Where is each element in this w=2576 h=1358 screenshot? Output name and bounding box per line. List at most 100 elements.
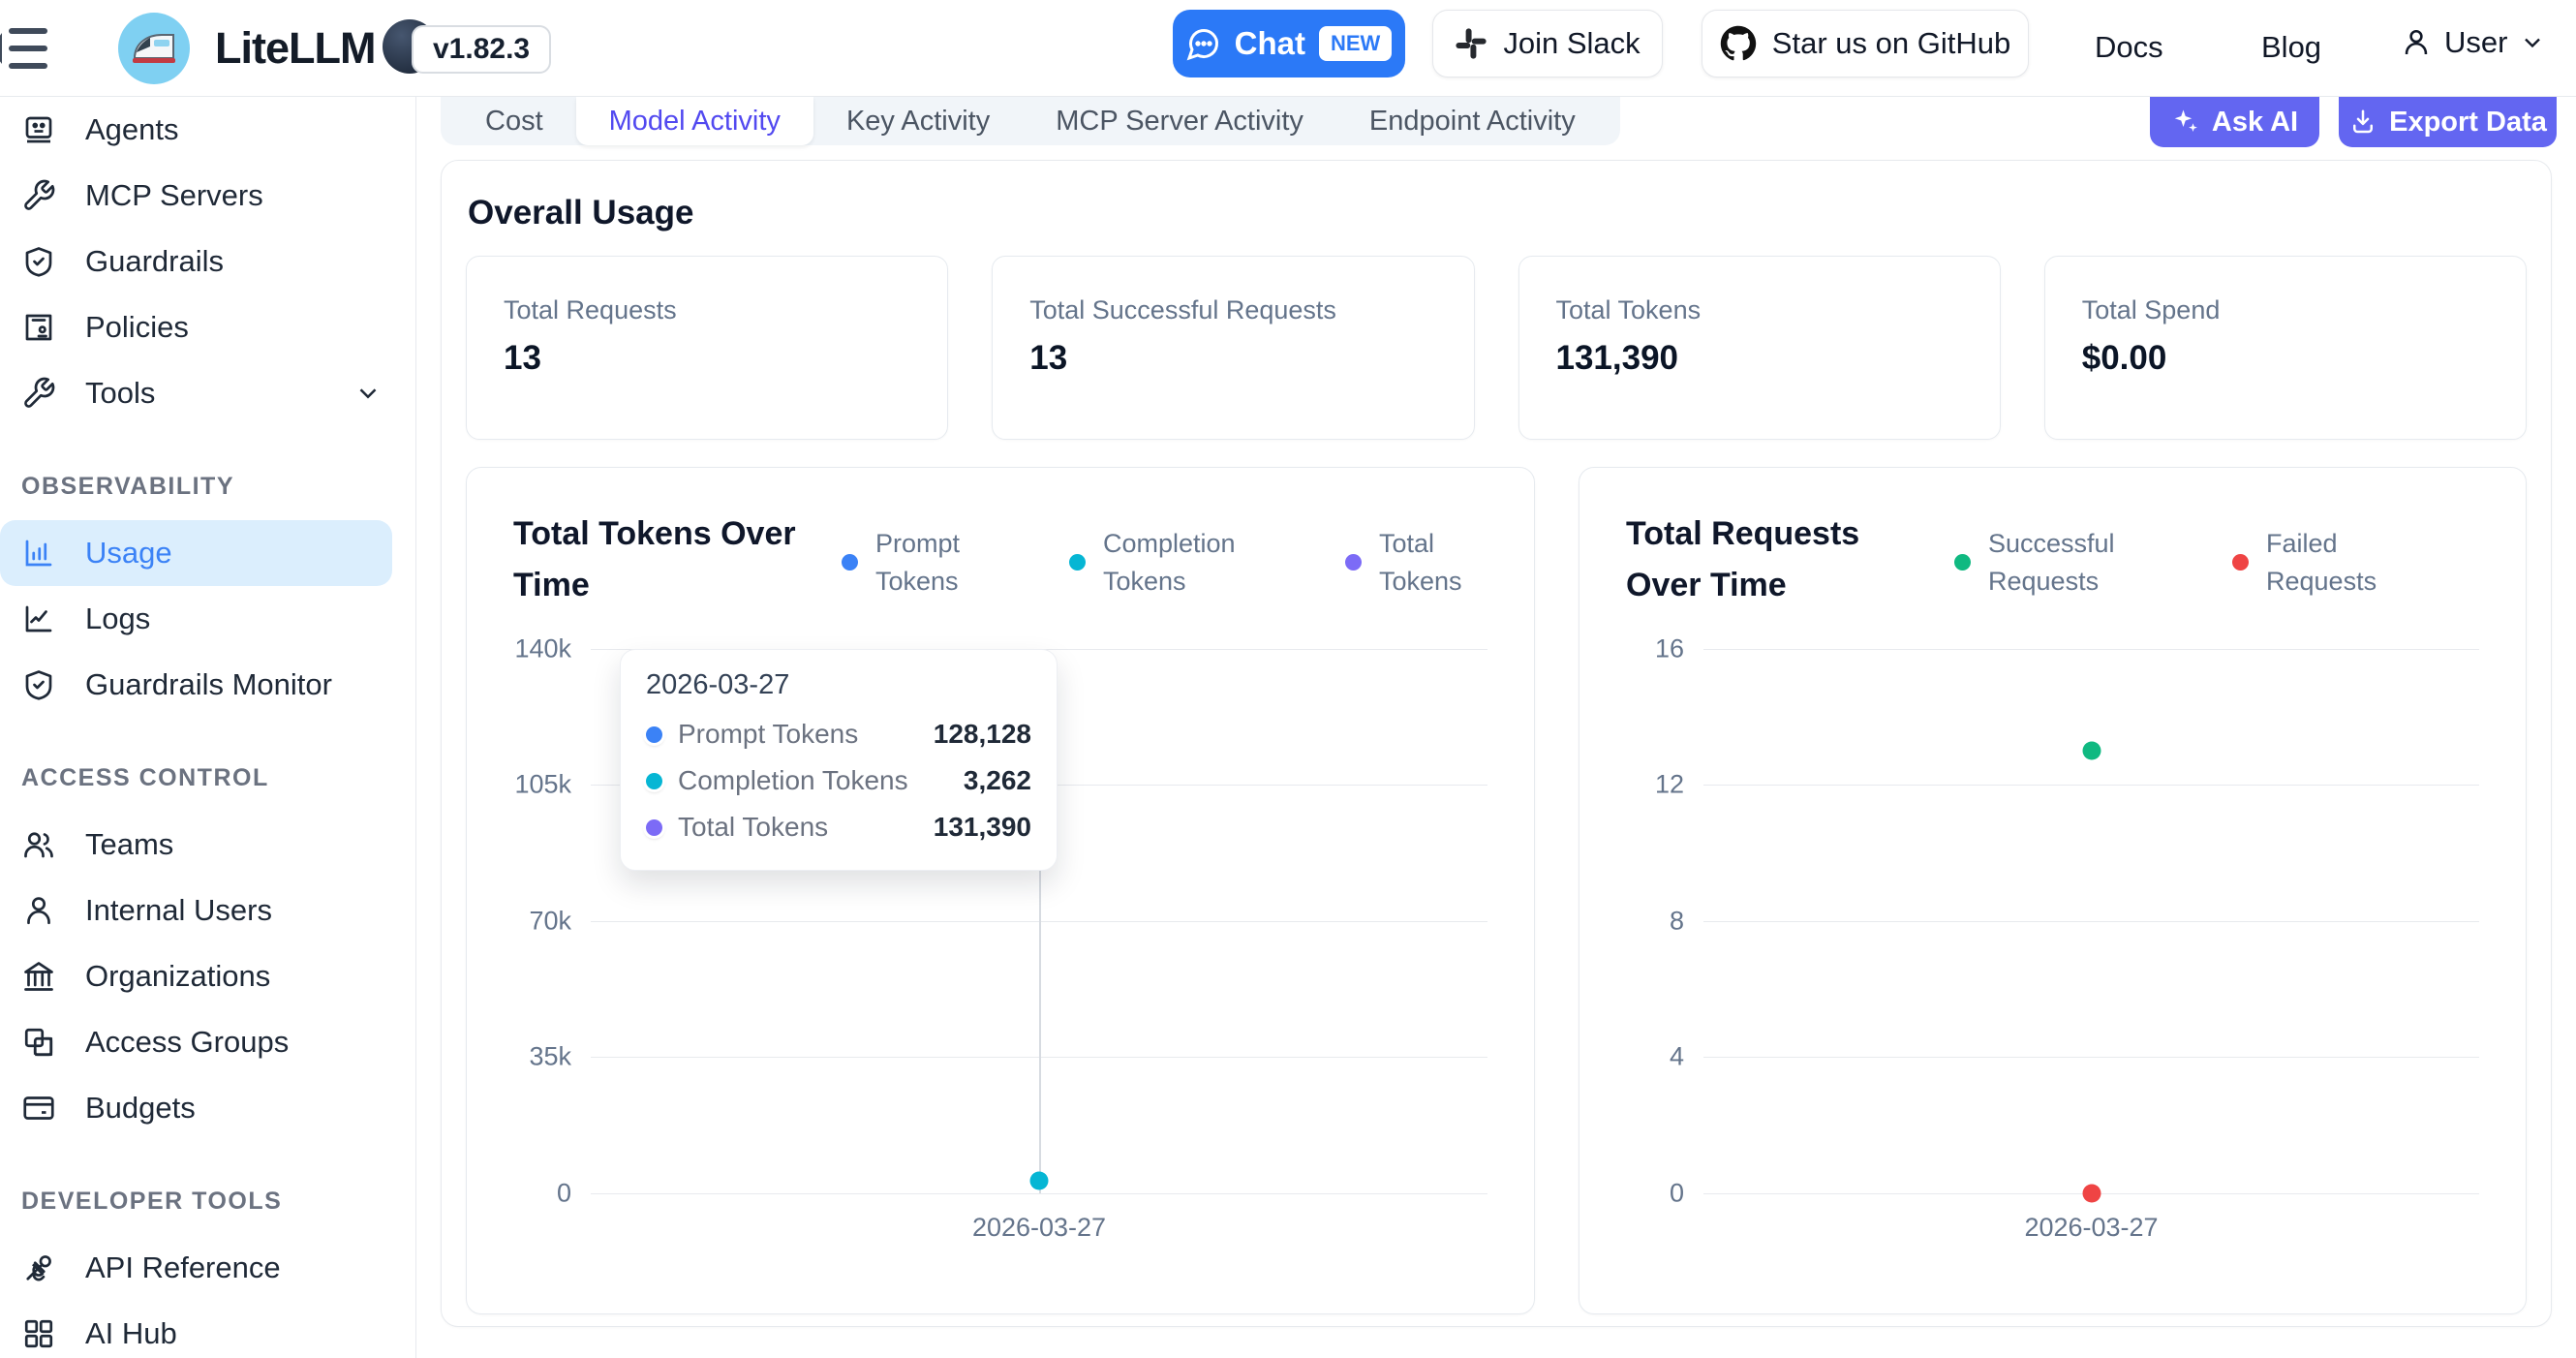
tooltip-row: Total Tokens 131,390	[646, 804, 1031, 850]
new-badge: NEW	[1319, 26, 1393, 61]
gridline	[1703, 785, 2479, 787]
sidebar-item-guardrails-monitor[interactable]: Guardrails Monitor	[0, 652, 415, 718]
export-data-button[interactable]: Export Data	[2339, 97, 2557, 147]
line-chart-icon	[25, 605, 52, 633]
activity-tabs: Cost Model Activity Key Activity MCP Ser…	[441, 97, 1620, 145]
tab-key-activity[interactable]: Key Activity	[845, 105, 991, 137]
legend-dot	[1069, 554, 1086, 571]
stat-value: 131,390	[1555, 339, 1679, 377]
sidebar-item-label: Usage	[85, 536, 172, 570]
y-tick: 8	[1669, 906, 1684, 936]
sidebar-item-label: Organizations	[85, 959, 271, 993]
chevron-down-icon	[2525, 38, 2541, 48]
sidebar-item-agents[interactable]: Agents	[0, 97, 415, 163]
sidebar-item-tools[interactable]: Tools	[0, 360, 415, 426]
sidebar-item-mcp-servers[interactable]: MCP Servers	[0, 163, 415, 229]
y-tick: 4	[1669, 1041, 1684, 1071]
tab-model-activity[interactable]: Model Activity	[575, 97, 813, 145]
y-tick: 0	[556, 1178, 571, 1208]
legend-label: Prompt Tokens	[875, 528, 961, 596]
legend-failed-requests[interactable]: Failed Requests	[2232, 514, 2411, 610]
data-point-successful-requests[interactable]	[2082, 741, 2101, 760]
y-tick: 12	[1654, 769, 1684, 799]
version-badge: v1.82.3	[412, 25, 552, 74]
collapse-sidebar-icon[interactable]	[0, 21, 48, 80]
requests-plot-area[interactable]	[1703, 649, 2479, 1203]
litellm-logo[interactable]	[118, 13, 190, 84]
star-github-label: Star us on GitHub	[1771, 26, 2011, 60]
tokens-chart-card: Total Tokens Over Time Prompt Tokens Com…	[466, 467, 1535, 1314]
wrench-icon	[24, 377, 55, 408]
tab-endpoint-activity[interactable]: Endpoint Activity	[1368, 105, 1576, 137]
policy-document-icon	[25, 314, 52, 341]
legend-dot	[2232, 554, 2249, 571]
sidebar-item-api-reference[interactable]: API Reference	[0, 1235, 415, 1301]
stat-card-total-spend: Total Spend $0.00	[2043, 256, 2527, 440]
star-github-button[interactable]: Star us on GitHub	[1702, 10, 2029, 77]
shield-check-icon	[25, 247, 52, 277]
sidebar-item-logs[interactable]: Logs	[0, 586, 415, 652]
app-title: LiteLLM	[215, 23, 376, 73]
legend-dot	[1954, 554, 1971, 571]
hover-crosshair	[1039, 649, 1041, 1194]
legend-successful-requests[interactable]: Successful Requests	[1954, 514, 2155, 610]
tooltip-value: 131,390	[933, 812, 1031, 843]
ask-ai-button[interactable]: Ask AI	[2150, 97, 2319, 147]
sidebar-item-label: Budgets	[85, 1091, 196, 1125]
tab-cost[interactable]: Cost	[485, 105, 543, 137]
sidebar-item-ai-hub[interactable]: AI Hub	[0, 1301, 415, 1358]
tooltip-row: Prompt Tokens 128,128	[646, 711, 1031, 757]
shield-check-icon	[25, 670, 52, 700]
tooltip-dot	[646, 772, 662, 789]
sidebar-item-label: Tools	[85, 376, 156, 410]
sidebar-item-organizations[interactable]: Organizations	[0, 943, 415, 1009]
y-tick: 70k	[529, 906, 571, 936]
user-menu[interactable]: User	[2400, 25, 2546, 60]
legend-prompt-tokens[interactable]: Prompt Tokens	[842, 514, 992, 610]
stat-value: $0.00	[2081, 339, 2167, 377]
stat-label: Total Successful Requests	[1029, 295, 1336, 324]
stat-card-total-successful-requests: Total Successful Requests 13	[992, 256, 1475, 440]
stat-label: Total Tokens	[1555, 295, 1702, 324]
sidebar-item-label: Logs	[85, 602, 151, 635]
legend-completion-tokens[interactable]: Completion Tokens	[1069, 514, 1268, 610]
download-icon	[2353, 109, 2374, 134]
y-axis: 140k 105k 70k 35k 0	[513, 634, 591, 1208]
y-tick: 140k	[514, 633, 571, 664]
data-point-completion-tokens[interactable]	[1029, 1171, 1049, 1190]
stats-row: Total Requests 13 Total Successful Reque…	[466, 256, 2527, 440]
tooltip-date: 2026-03-27	[646, 669, 790, 701]
tab-mcp-server-activity[interactable]: MCP Server Activity	[1056, 105, 1303, 137]
tooltip-label: Prompt Tokens	[678, 719, 859, 750]
join-slack-button[interactable]: Join Slack	[1432, 10, 1663, 77]
chat-button[interactable]: Chat NEW	[1173, 10, 1405, 77]
sidebar-item-guardrails[interactable]: Guardrails	[0, 229, 415, 294]
gridline	[1703, 1057, 2479, 1059]
blog-link[interactable]: Blog	[2261, 30, 2322, 64]
docs-link[interactable]: Docs	[2095, 30, 2163, 64]
y-tick: 0	[1669, 1178, 1684, 1208]
sidebar-item-teams[interactable]: Teams	[0, 812, 415, 878]
sidebar-item-budgets[interactable]: Budgets	[0, 1075, 415, 1141]
usage-panel: Overall Usage Total Requests 13 Total Su…	[441, 160, 2552, 1327]
x-axis-label: 2026-03-27	[971, 1213, 1107, 1243]
credit-card-icon	[23, 1096, 54, 1120]
tokens-plot-area[interactable]: 2026-03-27 Prompt Tokens 128,128 Complet…	[591, 649, 1487, 1195]
sidebar-item-internal-users[interactable]: Internal Users	[0, 878, 415, 943]
user-icon	[2405, 29, 2428, 55]
tooltip-dot	[646, 725, 662, 743]
tooltip-label: Completion Tokens	[678, 765, 908, 796]
y-axis: 16 12 8 4 0	[1626, 634, 1703, 1208]
tooltip-dot	[646, 818, 662, 836]
chart-title: Total Requests Over Time	[1626, 515, 1860, 603]
tooltip-label: Total Tokens	[678, 812, 829, 843]
x-axis-label: 2026-03-27	[2024, 1213, 2159, 1243]
grid-icon	[24, 1319, 53, 1348]
sidebar-item-policies[interactable]: Policies	[0, 294, 415, 360]
data-point-failed-requests[interactable]	[2082, 1184, 2101, 1203]
sidebar-item-usage[interactable]: Usage	[0, 520, 392, 586]
legend-total-tokens[interactable]: Total Tokens	[1345, 514, 1487, 610]
sidebar-item-access-groups[interactable]: Access Groups	[0, 1009, 415, 1075]
tooltip-value: 128,128	[933, 719, 1031, 750]
